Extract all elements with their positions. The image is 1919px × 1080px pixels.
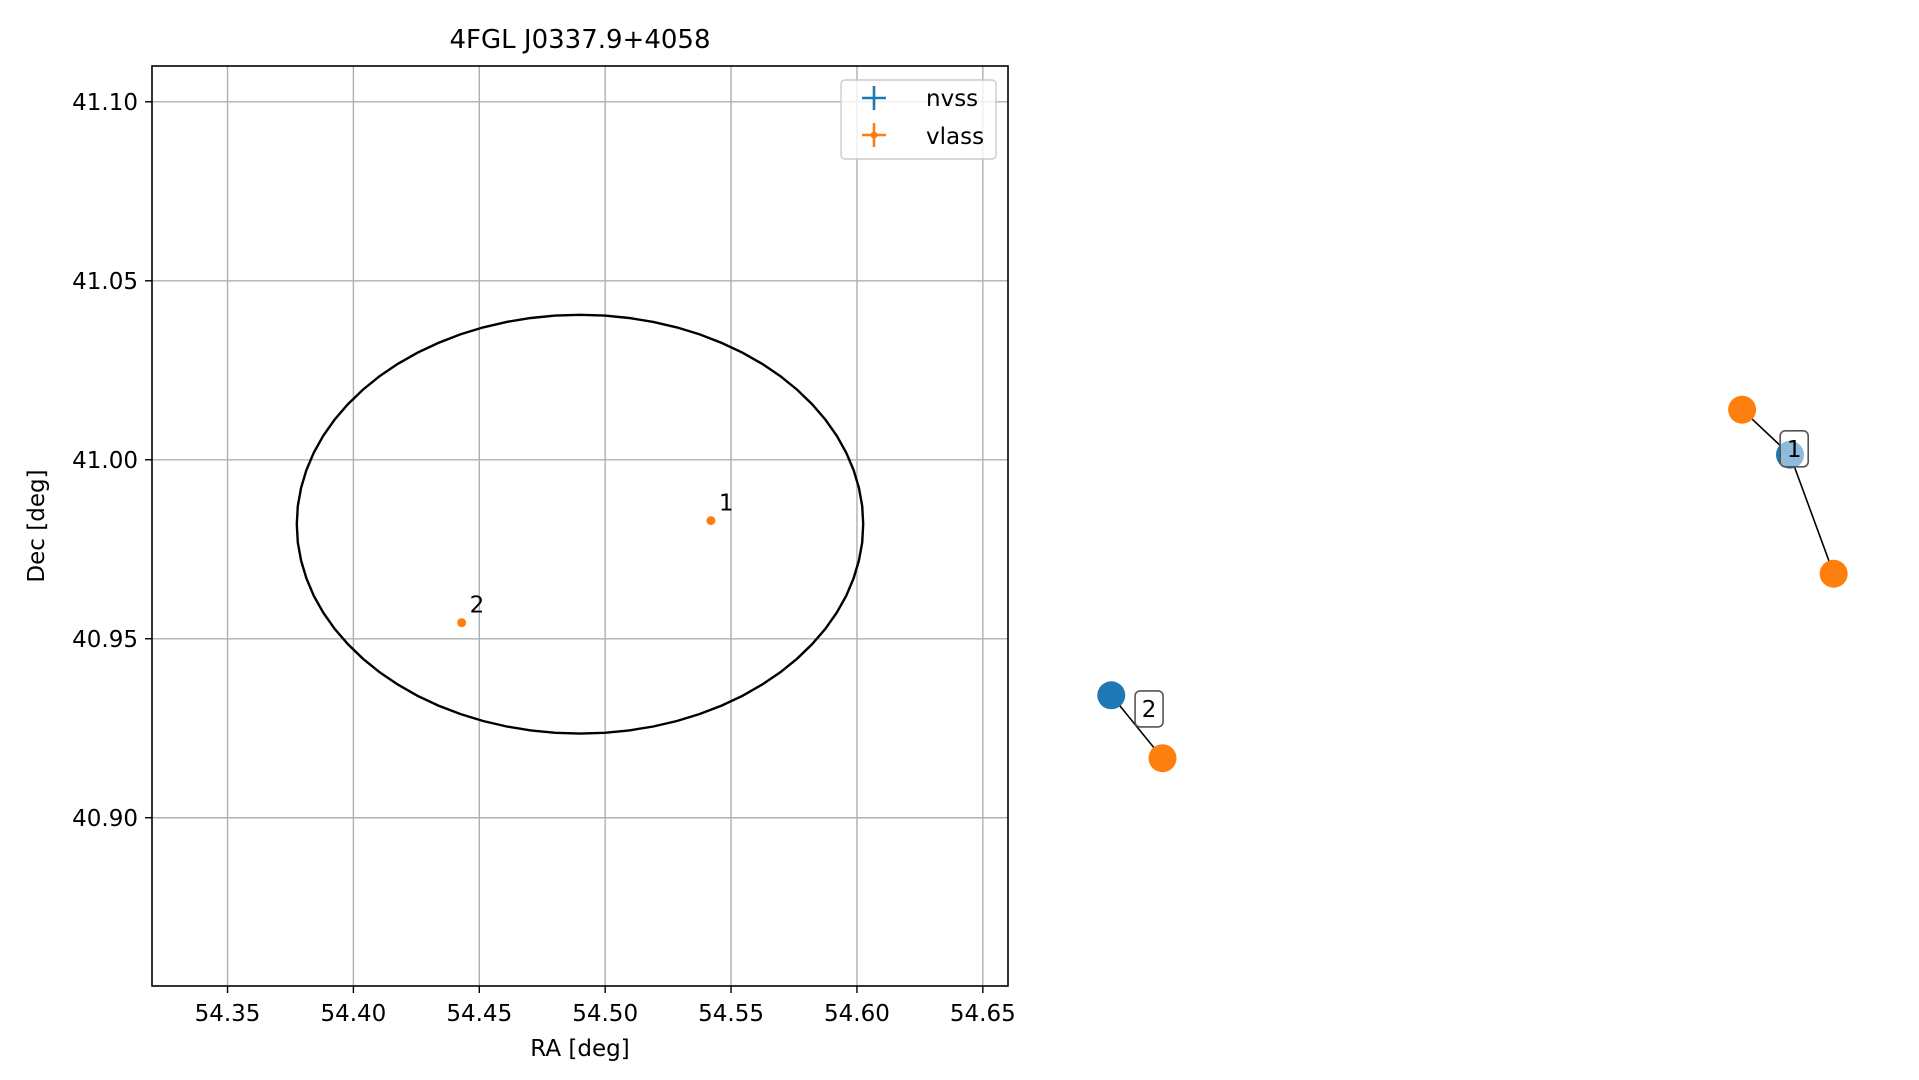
point-vlass [706, 516, 716, 526]
y-tick-label: 41.05 [72, 269, 138, 295]
sky-plot-axes: 4FGL J0337.9+4058 12 54.35 54.40 54.45 54.5… [24, 25, 1016, 1062]
x-tick-label: 54.50 [572, 1001, 638, 1027]
graph-edges [1110, 409, 1835, 759]
legend-label-nvss: nvss [926, 86, 978, 112]
node-vlass [1819, 559, 1848, 588]
y-axis-label: Dec [deg] [24, 469, 50, 582]
graph-nodes [1097, 395, 1848, 773]
graph-label: 2 [1142, 697, 1157, 723]
node-vlass [1148, 744, 1177, 773]
data-points: 12 [457, 491, 734, 628]
graph-edge [1789, 454, 1835, 575]
x-tick-label: 54.45 [446, 1001, 512, 1027]
localization-ellipse [295, 313, 865, 735]
x-tick-label: 54.40 [320, 1001, 386, 1027]
point-vlass [457, 618, 467, 628]
point-label: 1 [719, 491, 734, 517]
graph-labels: 12 [1134, 429, 1809, 728]
legend-box [840, 79, 997, 160]
chart-title: 4FGL J0337.9+4058 [450, 25, 711, 55]
y-tick-label: 41.10 [72, 90, 138, 116]
error-ellipse [295, 313, 865, 735]
legend-label-vlass: vlass [926, 124, 984, 150]
x-tick-label: 54.65 [950, 1001, 1016, 1027]
node-vlass [1728, 395, 1757, 424]
x-axis-label: RA [deg] [530, 1036, 629, 1062]
y-tick-label: 41.00 [72, 448, 138, 474]
legend-marker-vlass [862, 123, 886, 147]
legend: nvss vlass [840, 79, 997, 160]
graph-label-box [1134, 690, 1164, 728]
association-graph: 12 [1097, 395, 1848, 773]
y-axis-ticks: 40.90 40.95 41.00 41.05 41.10 [72, 90, 152, 832]
grid-lines [152, 66, 1008, 986]
x-tick-label: 54.35 [195, 1001, 261, 1027]
x-tick-label: 54.55 [698, 1001, 764, 1027]
x-tick-label: 54.60 [824, 1001, 890, 1027]
plot-frame [151, 65, 1009, 987]
x-axis-ticks: 54.35 54.40 54.45 54.50 54.55 54.60 54.65 [195, 986, 1016, 1027]
point-label: 2 [470, 593, 485, 619]
y-tick-label: 40.90 [72, 806, 138, 832]
legend-marker-nvss [862, 86, 886, 110]
node-nvss [1097, 681, 1126, 710]
graph-label: 1 [1787, 437, 1802, 463]
y-tick-label: 40.95 [72, 627, 138, 653]
graph-label-box [1779, 429, 1809, 468]
